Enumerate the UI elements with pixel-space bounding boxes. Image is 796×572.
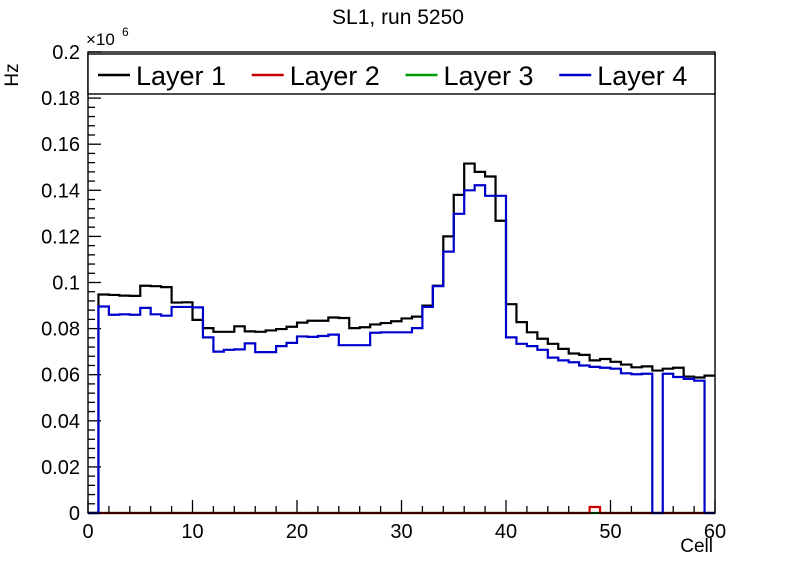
x-axis-tick-label: 50 [599, 521, 621, 543]
legend-label-layer-1: Layer 1 [136, 61, 226, 91]
plot-frame [87, 51, 716, 514]
x-axis-tick-label: 60 [704, 521, 726, 543]
y-axis-ticks: 0 0.02 0.04 0.06 0.08 0.1 0.12 0.14 0.16 0.18 0.2 [41, 42, 101, 525]
y-axis-tick-label: 0.1 [52, 273, 80, 295]
legend-label-layer-2: Layer 2 [290, 61, 380, 91]
y-axis-tick-label: 0.14 [41, 180, 80, 202]
y-axis-exponent: ×10 6 [86, 25, 129, 49]
x-axis-tick-label: 20 [286, 521, 308, 543]
x-axis-tick-label: 30 [390, 521, 412, 543]
legend-box [87, 53, 716, 95]
y-axis-exponent-power: 6 [122, 25, 129, 39]
series-line-layer-1 [88, 162, 715, 515]
y-axis-tick-label: 0.02 [41, 457, 80, 479]
y-axis-tick-label: 0.12 [41, 226, 80, 248]
y-axis-tick-label: 0.08 [41, 319, 80, 341]
y-axis-tick-label: 0.16 [41, 134, 80, 156]
x-axis-tick-label: 0 [82, 521, 93, 543]
y-axis-tick-label: 0.2 [52, 42, 80, 64]
x-axis-tick-label: 40 [495, 521, 517, 543]
y-axis-tick-label: 0.06 [41, 365, 80, 387]
series-line-layer-4 [88, 184, 715, 515]
chart-legend: Layer 1 Layer 2 Layer 3 Layer 4 [87, 53, 716, 95]
chart-title: SL1, run 5250 [332, 6, 464, 29]
x-axis-tick-label: 10 [181, 521, 203, 543]
legend-label-layer-3: Layer 3 [444, 61, 534, 91]
legend-label-layer-4: Layer 4 [597, 61, 687, 91]
y-axis-exponent-base: ×10 [86, 30, 115, 49]
y-axis-title: Hz [2, 63, 23, 86]
x-axis-ticks: 0 10 20 30 40 50 60 [82, 500, 726, 543]
series-group [88, 162, 715, 515]
y-axis-tick-label: 0.18 [41, 88, 80, 110]
y-axis-tick-label: 0.04 [41, 411, 80, 433]
x-axis-title: Cell [680, 536, 713, 557]
y-axis-tick-label: 0 [69, 503, 80, 525]
